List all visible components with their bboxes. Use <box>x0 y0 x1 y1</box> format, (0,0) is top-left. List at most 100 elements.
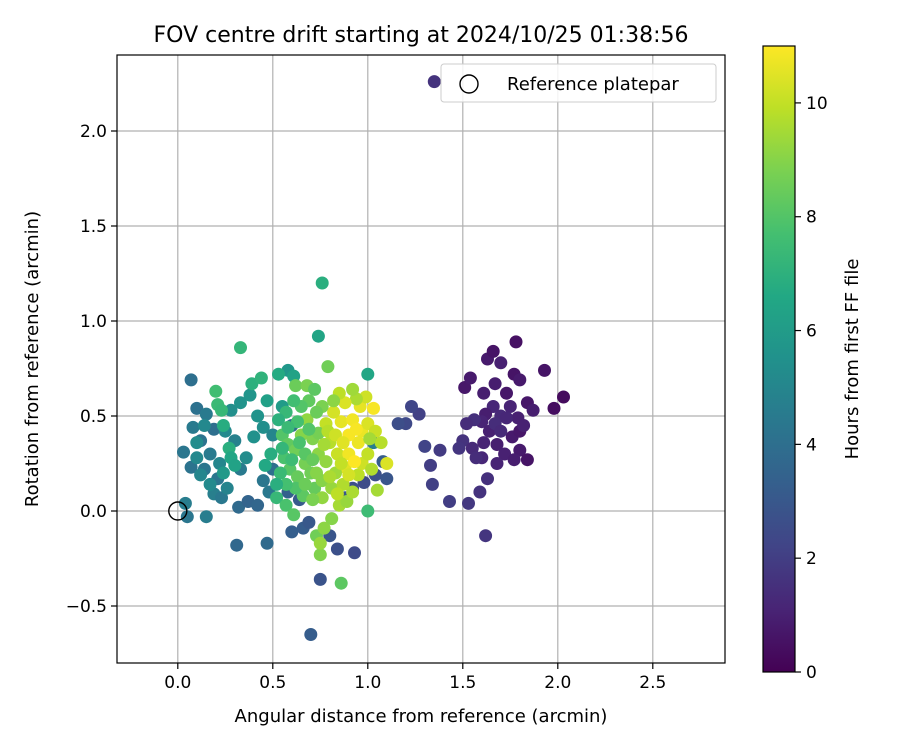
scatter-point <box>361 504 375 518</box>
legend-marker-icon <box>459 74 479 94</box>
scatter-point <box>180 510 194 524</box>
scatter-point <box>209 384 223 398</box>
scatter-point <box>507 453 521 467</box>
scatter-point <box>247 430 261 444</box>
scatter-point <box>254 371 268 385</box>
scatter-point <box>289 379 303 393</box>
scatter-point <box>462 496 475 510</box>
y-axis-ticks: −0.5 0.0 0.5 1.0 1.5 2.0 <box>66 122 117 617</box>
scatter-point <box>338 396 352 410</box>
scatter-point <box>220 481 234 495</box>
scatter-point <box>304 628 318 641</box>
scatter-point <box>425 477 439 491</box>
scatter-point <box>230 538 244 552</box>
scatter-points <box>177 75 570 641</box>
scatter-point <box>452 441 466 455</box>
scatter-point <box>251 409 265 423</box>
scatter-point <box>513 373 527 387</box>
scatter-point <box>258 458 272 472</box>
scatter-point <box>298 477 312 491</box>
colorbar-tick-label: 2 <box>806 549 817 569</box>
scatter-point <box>327 394 341 408</box>
scatter-point <box>203 477 217 491</box>
scatter-point <box>272 367 285 381</box>
scatter-point <box>365 462 379 476</box>
scatter-point <box>405 400 418 413</box>
colorbar-tick-label: 6 <box>806 322 817 342</box>
scatter-point <box>557 390 570 404</box>
scatter-point <box>367 401 380 415</box>
scatter-point <box>216 466 230 480</box>
scatter-point <box>215 491 228 505</box>
scatter-point <box>197 419 211 432</box>
scatter-point <box>334 415 348 429</box>
scatter-point <box>336 477 350 491</box>
scatter-point <box>494 424 508 438</box>
scatter-point <box>351 468 365 482</box>
scatter-point <box>500 411 513 425</box>
scatter-point <box>427 75 441 89</box>
x-tick-label: 1.0 <box>354 673 381 693</box>
scatter-point <box>184 460 198 474</box>
scatter-point <box>190 401 204 415</box>
scatter-point <box>486 344 500 358</box>
scatter-point <box>251 498 265 512</box>
scatter-point <box>315 276 329 290</box>
scatter-point <box>302 422 316 436</box>
scatter-point <box>272 413 285 427</box>
scatter-point <box>513 443 527 457</box>
scatter-point <box>266 428 280 442</box>
scatter-point <box>424 458 437 472</box>
y-tick-label: −0.5 <box>66 597 107 617</box>
colorbar-tick-label: 4 <box>806 435 817 455</box>
colorbar-ticks: 0 2 4 6 8 10 <box>795 94 828 683</box>
scatter-point <box>245 377 259 391</box>
scatter-point <box>302 515 316 529</box>
scatter-point <box>460 417 474 431</box>
scatter-point <box>177 445 190 459</box>
scatter-point <box>239 451 253 465</box>
scatter-point <box>443 495 456 508</box>
scatter-point <box>234 396 247 410</box>
scatter-point <box>346 382 360 396</box>
x-tick-label: 2.5 <box>639 673 666 693</box>
scatter-point <box>232 500 246 514</box>
scatter-point <box>306 493 320 507</box>
plot-frame <box>116 54 726 664</box>
x-axis-label: Angular distance from reference (arcmin) <box>235 706 608 727</box>
y-tick-label: 0.0 <box>80 502 107 522</box>
scatter-point <box>203 447 217 461</box>
scatter-point <box>264 447 278 461</box>
y-tick-label: 2.0 <box>80 122 107 142</box>
scatter-point <box>285 525 299 539</box>
scatter-point <box>190 436 204 450</box>
scatter-point <box>380 457 394 470</box>
scatter-point <box>517 419 531 432</box>
x-axis-ticks: 0.0 0.5 1.0 1.5 2.0 2.5 <box>164 663 666 693</box>
scatter-point <box>311 329 325 343</box>
colorbar-gradient <box>762 45 796 673</box>
scatter-point <box>178 496 192 510</box>
scatter-point <box>313 536 327 550</box>
scatter-point <box>458 381 472 394</box>
colorbar-tick-label: 0 <box>806 663 817 683</box>
scatter-point <box>500 386 513 400</box>
scatter-point <box>538 363 551 377</box>
scatter-point <box>481 472 494 486</box>
colorbar-tick-label: 8 <box>806 208 817 228</box>
scatter-point <box>319 455 333 469</box>
legend-entry-reference: Reference platepar <box>507 74 679 95</box>
scatter-point <box>363 432 377 446</box>
scatter-point <box>479 529 493 543</box>
scatter-point <box>228 458 242 472</box>
y-tick-label: 0.5 <box>80 407 107 427</box>
scatter-point <box>287 394 301 408</box>
scatter-point <box>418 439 432 453</box>
scatter-point <box>310 466 323 480</box>
scatter-point <box>348 455 361 469</box>
legend-box <box>440 63 717 103</box>
scatter-point <box>348 546 361 560</box>
colorbar: 0 2 4 6 8 10 Hours from first FF file <box>762 45 863 683</box>
